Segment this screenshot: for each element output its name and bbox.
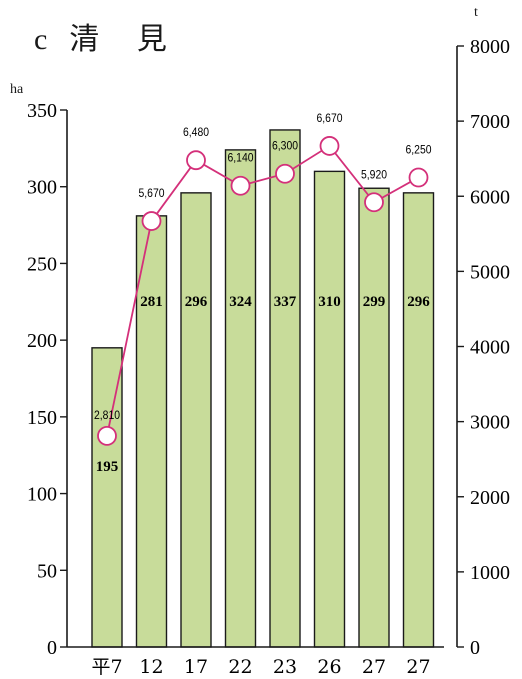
x-tick-label-0: 平7: [91, 656, 122, 678]
left-tick-label-4: 200: [27, 330, 57, 352]
right-tick-label-7: 7000: [470, 111, 510, 133]
line-value-label-2: 6,480: [183, 125, 209, 139]
x-tick-label-2: 17: [184, 656, 208, 678]
left-tick-label-1: 50: [37, 560, 57, 582]
line-point-4: [275, 163, 295, 184]
line-point-2: [186, 150, 206, 171]
bar-0: [91, 347, 123, 648]
bar-4: [269, 129, 301, 648]
chart-title-text: 清 見: [69, 22, 181, 57]
line-value-label-3: 6,140: [228, 151, 254, 165]
x-tick-label-4: 23: [273, 656, 297, 678]
right-tick-label-2: 2000: [470, 487, 510, 509]
line-point-1: [141, 211, 162, 231]
left-tick-label-0: 0: [47, 637, 57, 659]
line-value-label-0: 2,810: [94, 408, 120, 422]
bar-1: [135, 215, 168, 648]
right-tick-label-0: 0: [470, 637, 480, 659]
x-tick-label-7: 27: [406, 656, 430, 678]
line-value-label-7: 6,250: [406, 142, 432, 156]
line-point-0: [97, 425, 117, 446]
bar-3: [224, 149, 257, 648]
right-tick-label-5: 5000: [470, 261, 510, 283]
right-tick-label-6: 6000: [470, 186, 510, 208]
bar-value-label-4: 337: [274, 294, 297, 310]
x-tick-label-5: 26: [317, 656, 341, 678]
bar-value-label-7: 296: [407, 294, 430, 310]
right-tick-label-3: 3000: [470, 412, 510, 434]
bar-value-label-3: 324: [229, 294, 252, 310]
bar-2: [180, 192, 212, 648]
left-tick-label-2: 100: [27, 484, 57, 506]
x-tick-label-1: 12: [139, 656, 163, 678]
line-point-7: [408, 167, 429, 188]
chart-title-letter: c: [34, 23, 48, 56]
bar-value-label-6: 299: [363, 294, 386, 310]
line-point-6: [364, 192, 384, 213]
line-value-label-5: 6,670: [317, 111, 343, 125]
left-tick-label-3: 150: [27, 407, 57, 429]
x-tick-label-6: 27: [362, 656, 386, 678]
line-value-label-1: 5,670: [139, 186, 165, 200]
left-tick-label-6: 300: [27, 177, 57, 199]
x-tick-label-3: 22: [228, 656, 252, 678]
line-value-label-6: 5,920: [361, 167, 387, 181]
line-value-label-4: 6,300: [272, 139, 298, 153]
line-series-path: [106, 144, 419, 437]
bar-value-label-0: 195: [96, 459, 119, 475]
line-point-3: [230, 175, 251, 196]
right-tick-label-4: 4000: [470, 337, 510, 359]
left-tick-label-7: 350: [27, 100, 57, 122]
bar-value-label-5: 310: [318, 294, 341, 310]
bar-value-label-2: 296: [185, 294, 208, 310]
line-point-5: [319, 136, 340, 156]
left-axis-unit: ha: [10, 82, 24, 97]
bar-7: [402, 192, 435, 648]
bar-value-label-1: 281: [140, 294, 163, 310]
bar-5: [313, 170, 346, 648]
right-axis-unit: t: [474, 5, 478, 20]
left-tick-label-5: 250: [27, 253, 57, 275]
right-tick-label-1: 1000: [470, 562, 510, 584]
bar-6: [358, 187, 390, 648]
right-tick-label-8: 8000: [470, 36, 510, 58]
